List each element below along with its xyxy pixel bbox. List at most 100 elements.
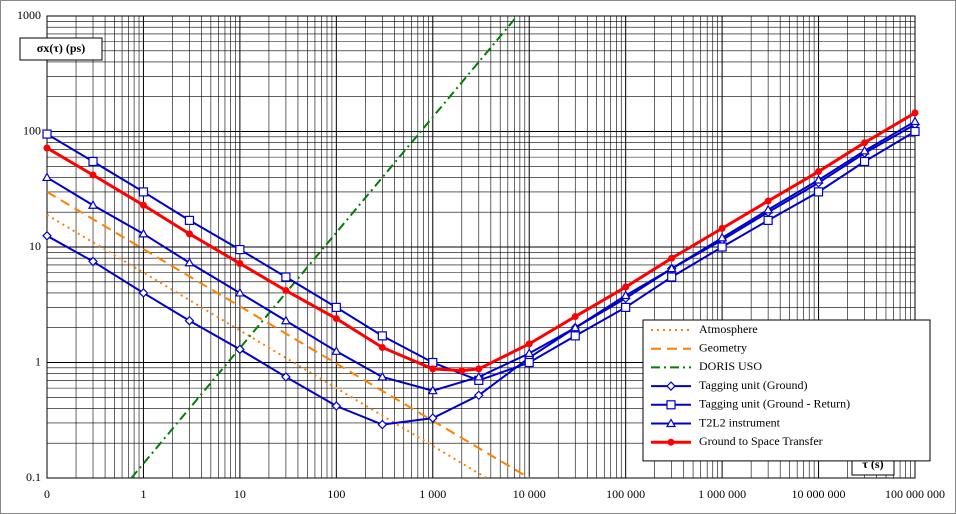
marker: [622, 283, 630, 291]
marker: [667, 438, 675, 446]
marker: [861, 139, 869, 147]
legend-label: Atmosphere: [699, 322, 758, 336]
marker: [88, 256, 98, 267]
marker: [428, 357, 438, 368]
y-tick-label: 10: [29, 239, 41, 253]
legend-label: T2L2 instrument: [699, 415, 781, 429]
legend-box: [642, 319, 931, 462]
marker: [331, 401, 342, 411]
grid: [46, 15, 916, 479]
x-tick-label: 0: [44, 487, 50, 501]
marker: [621, 302, 631, 312]
marker: [235, 244, 245, 255]
marker: [665, 418, 677, 428]
y-tick-label: 0.1: [26, 470, 41, 484]
marker: [570, 322, 581, 332]
marker: [717, 242, 727, 252]
marker: [666, 400, 676, 410]
marker: [473, 390, 484, 401]
legend-label: DORIS USO: [699, 359, 762, 373]
marker: [717, 232, 728, 242]
marker: [139, 201, 147, 209]
y-axis-label: σx(τ) (ps): [37, 41, 85, 55]
y-label-box: [19, 37, 103, 61]
marker: [427, 385, 438, 395]
marker: [911, 109, 919, 117]
series-line: [47, 213, 487, 478]
marker: [184, 257, 195, 267]
marker: [475, 365, 483, 373]
x-tick-label: 100 000 000: [885, 487, 945, 501]
marker: [571, 313, 579, 321]
legend: Atmosphere Geometry DORIS USO Tagging unit …: [642, 319, 931, 462]
x-tick-label: 1: [140, 487, 146, 501]
legend-label: Geometry: [699, 340, 747, 354]
marker: [236, 259, 244, 267]
marker: [377, 419, 388, 430]
marker: [377, 331, 387, 341]
marker: [763, 204, 774, 214]
plot-border: [46, 15, 916, 479]
marker: [331, 302, 341, 312]
marker: [813, 174, 824, 184]
marker: [473, 371, 484, 381]
series-line: [130, 16, 518, 478]
marker: [87, 200, 99, 209]
marker: [524, 357, 534, 368]
marker: [331, 346, 342, 355]
marker: [525, 340, 533, 348]
series-line: [47, 111, 915, 373]
marker: [43, 144, 51, 152]
marker: [427, 413, 438, 423]
marker: [666, 381, 676, 391]
marker: [235, 344, 245, 355]
marker: [42, 230, 52, 241]
marker: [281, 272, 291, 282]
marker: [280, 315, 291, 325]
marker: [378, 343, 386, 351]
marker: [859, 145, 870, 155]
y-tick-label: 1000: [17, 8, 41, 22]
x-tick-label: 10: [234, 487, 246, 501]
marker: [184, 215, 195, 225]
legend-label: Tagging unit (Ground): [699, 378, 807, 392]
marker: [282, 287, 290, 295]
marker: [458, 367, 466, 375]
x-tick-label: 100 000: [606, 487, 645, 501]
marker: [764, 197, 772, 205]
marker: [524, 348, 535, 357]
marker: [281, 372, 291, 382]
marker: [138, 228, 149, 238]
marker: [332, 315, 340, 323]
marker: [910, 126, 920, 137]
marker: [234, 287, 245, 297]
marker: [89, 171, 97, 179]
marker: [570, 331, 580, 341]
y-tick-label: 100: [23, 123, 41, 137]
marker: [429, 365, 437, 373]
x-tick-label: 1 000: [419, 487, 446, 501]
marker: [815, 168, 823, 176]
x-tick-label: 1 000 000: [698, 487, 746, 501]
x-tick-label: 100: [327, 487, 345, 501]
marker: [185, 230, 193, 238]
marker: [41, 172, 53, 182]
marker: [718, 224, 726, 232]
marker: [42, 129, 52, 139]
marker: [184, 315, 195, 326]
marker: [667, 272, 677, 282]
marker: [138, 187, 149, 197]
x-tick-label: 10 000 000: [792, 487, 846, 501]
marker: [377, 371, 388, 381]
plot: [41, 16, 921, 478]
marker: [666, 263, 677, 273]
series-line: [47, 191, 530, 478]
marker: [138, 288, 149, 298]
legend-label: Ground to Space Transfer: [699, 434, 823, 448]
marker: [909, 116, 921, 126]
marker: [763, 215, 773, 225]
legend-label: Tagging unit (Ground - Return): [699, 397, 850, 411]
axis-labels: 0 1 10 100 1 000 10 000 100 000 1 000 000 10 000…: [17, 8, 945, 501]
y-tick-label: 1: [35, 354, 41, 368]
